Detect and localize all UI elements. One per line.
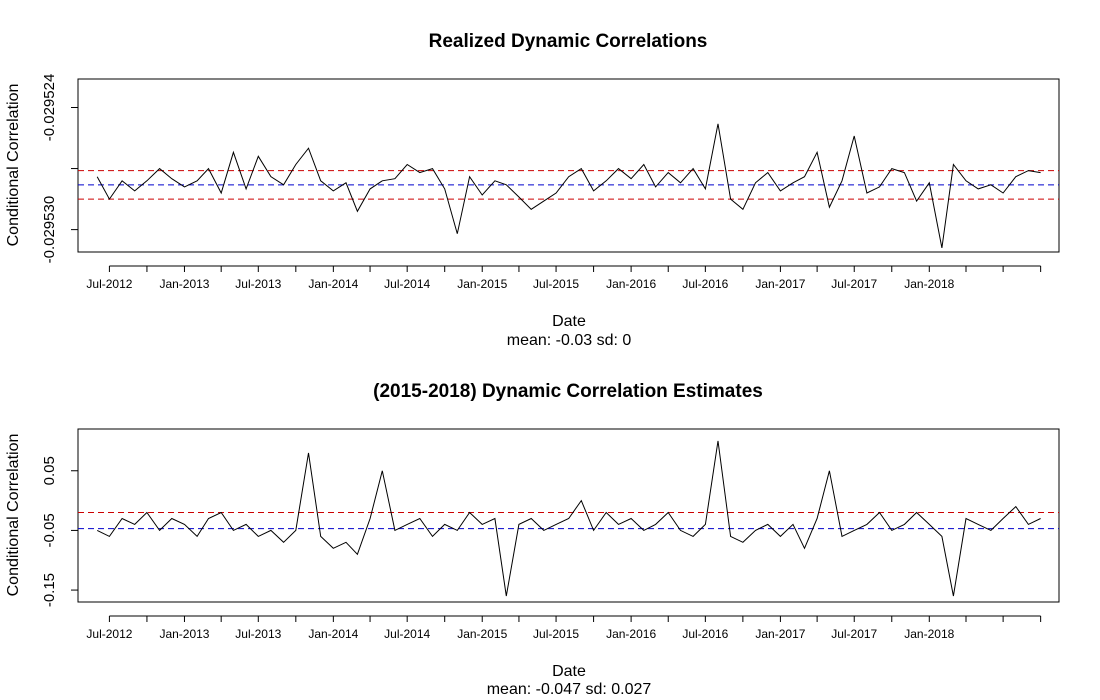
y-tick-label: -0.029530 bbox=[41, 196, 58, 264]
x-tick-label: Jul-2014 bbox=[384, 627, 430, 641]
x-tick-label: Jan-2015 bbox=[457, 627, 507, 641]
x-tick-label: Jul-2016 bbox=[682, 627, 728, 641]
series-layer bbox=[96, 123, 1041, 248]
x-axis: Jul-2012 Jan-2013 Jul-2013 Jan-2014 Jul-2014… bbox=[86, 265, 1042, 291]
x-tick-label: Jul-2013 bbox=[235, 277, 281, 291]
x-tick-label: Jan-2013 bbox=[159, 277, 209, 291]
x-tick-label: Jul-2014 bbox=[384, 277, 430, 291]
y-axis: 0.05 -0.05 -0.15 bbox=[41, 456, 78, 607]
x-axis-label: Date bbox=[552, 663, 586, 680]
y-axis-label: Conditional Correlation bbox=[5, 84, 22, 247]
x-tick-label: Jan-2018 bbox=[904, 277, 954, 291]
y-tick-label: 0.05 bbox=[41, 456, 58, 485]
y-axis-label: Conditional Correlation bbox=[5, 434, 22, 597]
reference-lines bbox=[78, 170, 1059, 200]
plot-frame bbox=[77, 428, 1060, 603]
chart-subtitle: mean: -0.03 sd: 0 bbox=[507, 332, 632, 349]
x-tick-label: Jan-2013 bbox=[159, 627, 209, 641]
x-tick-label: Jan-2014 bbox=[308, 277, 358, 291]
y-tick-label: -0.029524 bbox=[41, 74, 58, 142]
x-tick-label: Jul-2015 bbox=[533, 277, 579, 291]
chart-panel-estimates: (2015-2018) Dynamic Correlation Estimate… bbox=[5, 381, 1060, 698]
x-tick-label: Jul-2012 bbox=[86, 627, 132, 641]
x-tick-label: Jul-2013 bbox=[235, 627, 281, 641]
x-axis-label: Date bbox=[552, 313, 586, 330]
x-tick-label: Jul-2016 bbox=[682, 277, 728, 291]
chart-title: (2015-2018) Dynamic Correlation Estimate… bbox=[373, 381, 763, 402]
chart-title: Realized Dynamic Correlations bbox=[429, 31, 708, 52]
chart-subtitle: mean: -0.047 sd: 0.027 bbox=[487, 681, 652, 698]
y-axis: -0.029524 -0.029530 bbox=[41, 74, 78, 264]
chart-panel-realized: Realized Dynamic Correlations -0.029524-… bbox=[5, 31, 1060, 349]
x-tick-label: Jan-2018 bbox=[904, 627, 954, 641]
y-tick-label: -0.15 bbox=[41, 573, 58, 607]
series-line bbox=[96, 123, 1041, 248]
x-tick-label: Jul-2017 bbox=[831, 277, 877, 291]
x-tick-label: Jan-2016 bbox=[606, 627, 656, 641]
x-tick-label: Jan-2016 bbox=[606, 277, 656, 291]
x-tick-label: Jul-2017 bbox=[831, 627, 877, 641]
series-line bbox=[96, 440, 1041, 597]
x-tick-label: Jul-2012 bbox=[86, 277, 132, 291]
y-tick-label: -0.05 bbox=[41, 513, 58, 547]
x-tick-label: Jan-2017 bbox=[755, 277, 805, 291]
x-tick-label: Jan-2017 bbox=[755, 627, 805, 641]
plot-frame bbox=[77, 78, 1060, 253]
x-tick-label: Jul-2015 bbox=[533, 627, 579, 641]
x-tick-label: Jan-2014 bbox=[308, 627, 358, 641]
x-tick-label: Jan-2015 bbox=[457, 277, 507, 291]
reference-lines bbox=[78, 512, 1059, 530]
x-axis: Jul-2012 Jan-2013 Jul-2013 Jan-2014 Jul-2014… bbox=[86, 615, 1042, 641]
series-layer bbox=[96, 440, 1041, 597]
